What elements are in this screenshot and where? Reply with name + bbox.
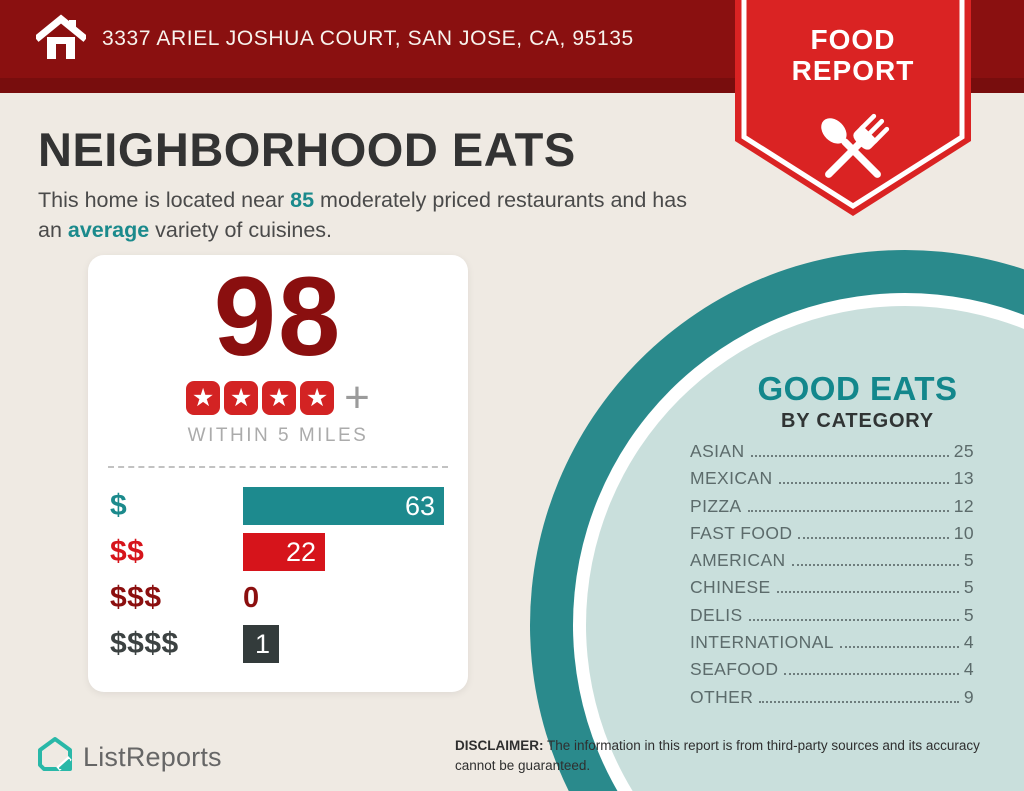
category-value: 12 <box>953 495 974 516</box>
dotted-leader <box>776 591 959 594</box>
category-row: CHINESE 5 <box>690 577 974 604</box>
restaurant-score: 98 <box>213 254 343 379</box>
dotted-leader <box>748 618 959 621</box>
category-row: AMERICAN 5 <box>690 550 974 577</box>
ribbon-line1: FOOD <box>810 24 896 55</box>
category-name: CHINESE <box>690 577 771 598</box>
ribbon-title: FOOD REPORT <box>735 24 971 87</box>
subtitle-part3: variety of cuisines. <box>149 217 333 242</box>
category-value: 10 <box>953 522 974 543</box>
dotted-leader <box>839 646 959 649</box>
price-bar-value: 1 <box>254 628 270 659</box>
price-level-label: $$$ <box>110 581 162 614</box>
price-row: $$$ 0 <box>110 575 446 621</box>
star-icon: ★ <box>300 381 335 415</box>
good-eats-title: GOOD EATS <box>757 370 958 407</box>
subtitle-part2: moderately priced restaurants and has an <box>38 188 687 242</box>
category-value: 5 <box>963 577 974 598</box>
dotted-leader <box>750 455 949 457</box>
good-eats-subtitle: BY CATEGORY <box>781 410 934 432</box>
disclaimer-label: DISCLAIMER: <box>455 738 544 753</box>
price-zero-value: 0 <box>243 581 260 614</box>
price-bar-value: 63 <box>404 490 435 521</box>
subtitle-part1: This home is located near <box>38 188 291 212</box>
score-card: 98 ★ ★ ★ ★ + WITHIN 5 MILES $63 $$ 22 $$$ 0 $$$$… <box>88 255 468 692</box>
disclaimer: DISCLAIMER: The information in this repo… <box>455 736 1005 775</box>
category-row: INTERNATIONAL 4 <box>690 632 974 659</box>
price-row: $$$$ 1 <box>110 621 446 667</box>
category-row: MEXICAN 13 <box>690 468 974 495</box>
dotted-leader <box>759 700 959 703</box>
price-row: $63 <box>110 483 446 529</box>
category-value: 5 <box>963 604 974 625</box>
brand-name: ListReports <box>83 742 222 772</box>
category-name: PIZZA <box>690 495 742 516</box>
plus-icon: + <box>344 373 370 422</box>
home-icon <box>34 14 88 69</box>
good-eats-heading: GOOD EATS BY CATEGORY <box>700 370 1015 433</box>
category-name: FAST FOOD <box>690 522 793 543</box>
page-subtitle: This home is located near 85 moderately … <box>38 186 708 245</box>
category-name: INTERNATIONAL <box>690 632 834 653</box>
category-name: ASIAN <box>690 441 745 461</box>
category-value: 4 <box>963 632 974 653</box>
category-row: ASIAN 25 <box>690 441 974 468</box>
category-value: 25 <box>953 441 974 461</box>
price-level-label: $$ <box>110 535 145 568</box>
variety-rating: average <box>67 217 150 242</box>
category-name: MEXICAN <box>690 468 773 489</box>
page-title: NEIGHBORHOOD EATS <box>38 123 576 176</box>
category-name: AMERICAN <box>690 550 786 571</box>
category-value: 4 <box>963 659 974 680</box>
category-value: 5 <box>963 550 974 571</box>
ribbon-line2: REPORT <box>791 55 915 87</box>
price-level-label: $$$$ <box>110 627 179 660</box>
star-icon: ★ <box>186 381 221 415</box>
listreports-logo-icon <box>36 736 74 779</box>
category-row: PIZZA 12 <box>690 496 974 523</box>
dotted-leader <box>778 482 949 485</box>
price-bar-chart: $63 $$ 22 $$$ 0 $$$$ 1 <box>110 483 446 667</box>
dotted-leader <box>798 536 949 539</box>
category-row: SEAFOOD 4 <box>690 659 974 686</box>
radius-label: WITHIN 5 MILES <box>187 425 369 446</box>
card-divider <box>108 466 448 468</box>
price-bar-value: 22 <box>285 536 316 567</box>
property-address: 3337 ARIEL JOSHUA COURT, SAN JOSE, CA, 9… <box>102 27 634 50</box>
listreports-brand: ListReports <box>36 736 222 779</box>
star-icon: ★ <box>224 381 259 415</box>
category-value: 9 <box>963 686 974 707</box>
star-tiles: ★ ★ ★ ★ <box>186 381 335 415</box>
food-report-ribbon <box>735 0 971 218</box>
category-row: FAST FOOD 10 <box>690 523 974 550</box>
category-row: DELIS 5 <box>690 605 974 632</box>
dotted-leader <box>791 564 959 567</box>
category-name: SEAFOOD <box>690 659 779 680</box>
category-name: DELIS <box>690 604 743 625</box>
category-row: OTHER 9 <box>690 687 974 714</box>
dotted-leader <box>784 673 959 676</box>
dotted-leader <box>747 509 949 512</box>
spoon-fork-icon <box>821 113 890 178</box>
price-bar: 63 <box>243 487 444 525</box>
category-value: 13 <box>953 468 974 489</box>
price-bar: 1 <box>243 625 279 663</box>
star-icon: ★ <box>262 381 297 415</box>
price-row: $$ 22 <box>110 529 446 575</box>
disclaimer-text: The information in this report is from t… <box>455 738 980 773</box>
star-rating: ★ ★ ★ ★ + <box>88 373 468 422</box>
price-bar: 22 <box>243 533 325 571</box>
category-name: OTHER <box>690 686 754 707</box>
restaurant-count: 85 <box>290 188 315 212</box>
price-level-label: $ <box>110 489 128 522</box>
category-list: ASIAN 25 MEXICAN 13 PIZZA 12 FAST FOOD 10 AMERIC… <box>690 441 974 714</box>
